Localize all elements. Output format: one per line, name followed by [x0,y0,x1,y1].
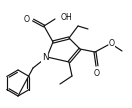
Text: O: O [94,69,100,78]
Text: O: O [24,16,30,25]
Text: N: N [42,53,48,63]
Text: O: O [109,38,115,48]
Text: OH: OH [61,14,73,22]
